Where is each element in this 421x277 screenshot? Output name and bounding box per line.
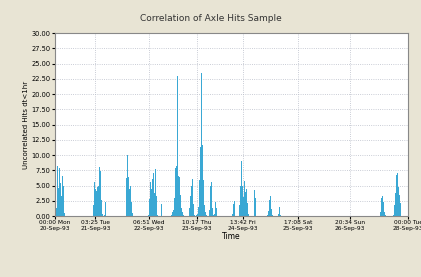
Text: Correlation of Axle Hits Sample: Correlation of Axle Hits Sample <box>140 14 281 23</box>
X-axis label: Time: Time <box>222 232 241 242</box>
Y-axis label: Uncorrelated Hits dt<1hr: Uncorrelated Hits dt<1hr <box>23 81 29 169</box>
